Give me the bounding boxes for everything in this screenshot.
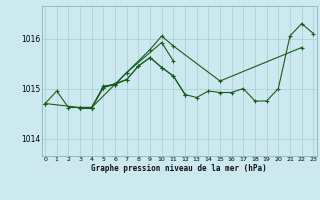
X-axis label: Graphe pression niveau de la mer (hPa): Graphe pression niveau de la mer (hPa) [91,164,267,173]
